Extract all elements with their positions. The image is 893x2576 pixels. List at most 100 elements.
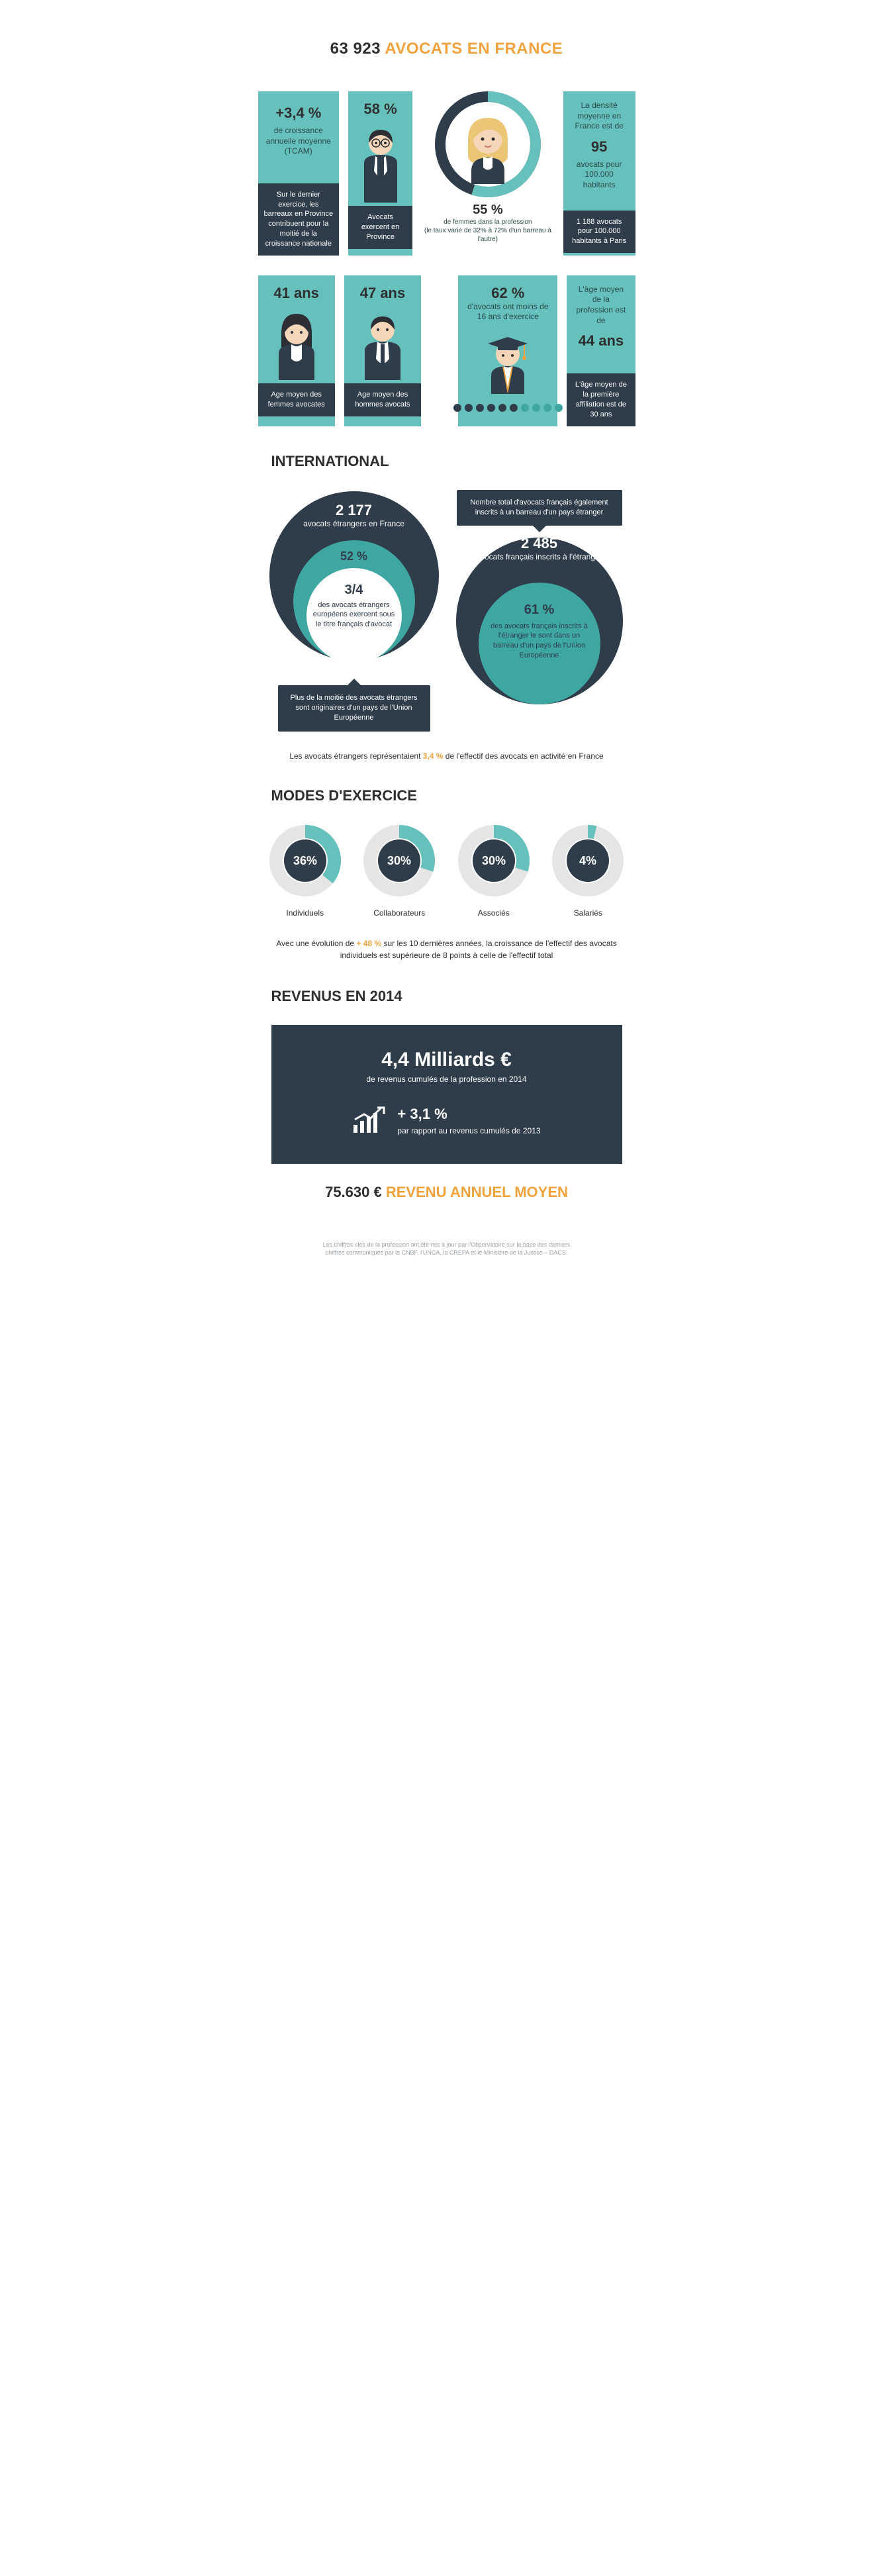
modes-note-pre: Avec une évolution de — [276, 939, 356, 948]
dot-empty-icon — [543, 404, 551, 412]
row-demographics-1: +3,4 % de croissance annuelle moyenne (T… — [258, 91, 635, 256]
footnote: Les chiffres clés de la profession ont é… — [258, 1241, 635, 1257]
title-text: AVOCATS EN FRANCE — [385, 40, 563, 58]
page: 63 923 AVOCATS EN FRANCE +3,4 % de crois… — [0, 0, 893, 1337]
province-value: 58 % — [355, 101, 406, 118]
growth-foot: Sur le dernier exercice, les barreaux en… — [258, 183, 340, 256]
title-number: 63 923 — [330, 40, 381, 58]
growth-chart-icon — [352, 1105, 387, 1137]
card-male-age: 47 ans Age moyen des hommes avocats — [344, 275, 421, 426]
intl-note-post: de l'effectif des avocats en activité en… — [446, 751, 604, 761]
avg-age-value: 44 ans — [573, 332, 628, 350]
modes-row: 36% Individuels 30% Collaborateurs 30% Associ… — [258, 824, 635, 918]
revenus-delta-sub: par rapport au revenus cumulés de 2013 — [397, 1125, 540, 1137]
card-women: 55 % de femmes dans la profession (le ta… — [422, 91, 554, 256]
mode-pct: 36% — [293, 854, 317, 867]
dot-filled-icon — [476, 404, 484, 412]
intl-right-outer-value: 2 485 — [453, 535, 626, 552]
intl-left-inner-value: 3/4 — [311, 583, 397, 598]
mode-donut-icon: 30% — [363, 824, 436, 897]
card-avg-age: L'âge moyen de la profession est de 44 a… — [567, 275, 635, 426]
mode-donut-icon: 4% — [551, 824, 624, 897]
experience-label: d'avocats ont moins de 16 ans d'exercice — [465, 302, 551, 322]
international-section: 2 177 avocats étrangers en France 52 % 3… — [258, 490, 635, 732]
intl-right-outer-label: avocats français inscrits à l'étranger — [453, 552, 626, 561]
intl-left-outer-value: 2 177 — [268, 502, 440, 519]
main-title: 63 923 AVOCATS EN FRANCE — [258, 40, 635, 58]
density-label: avocats pour 100.000 habitants — [570, 160, 629, 191]
intl-right-inner-label: des avocats français inscrits à l'étrang… — [487, 622, 592, 661]
intl-note-pct: 3,4 % — [423, 751, 444, 761]
male-age-foot: Age moyen des hommes avocats — [344, 383, 421, 416]
lawyer-province-icon — [354, 123, 407, 206]
male-age-value: 47 ans — [351, 285, 414, 302]
density-foot: 1 188 avocats pour 100.000 habitants à P… — [563, 211, 635, 254]
growth-label: de croissance annuelle moyenne (TCAM) — [265, 126, 333, 157]
card-experience: 62 % d'avocats ont moins de 16 ans d'exe… — [458, 275, 557, 426]
modes-note-pct: + 48 % — [356, 939, 381, 948]
dot-empty-icon — [521, 404, 529, 412]
card-growth: +3,4 % de croissance annuelle moyenne (T… — [258, 91, 340, 256]
density-intro: La densité moyenne en France est de — [570, 101, 629, 132]
final-label: REVENU ANNUEL MOYEN — [386, 1184, 568, 1200]
dot-filled-icon — [498, 404, 506, 412]
intl-left-outer-label: avocats étrangers en France — [268, 519, 440, 528]
male-lawyer-icon — [353, 307, 412, 383]
dot-empty-icon — [555, 404, 563, 412]
intl-left-mid-value: 52 % — [268, 549, 440, 563]
women-label: de femmes dans la profession (le taux va… — [422, 218, 554, 244]
card-province: 58 % Avocats exercent en Province — [348, 91, 412, 256]
experience-dots — [453, 404, 563, 412]
section-title-modes: MODES D'EXERCICE — [271, 787, 635, 804]
intl-right-top-callout: Nombre total d'avocats français égalemen… — [457, 490, 622, 526]
density-value: 95 — [570, 138, 629, 156]
revenus-big: 4,4 Milliards € — [291, 1049, 602, 1071]
intl-right-stack: Nombre total d'avocats français égalemen… — [453, 490, 626, 711]
intl-left-inner-label: des avocats étrangers européens exercent… — [311, 600, 397, 630]
intl-right-inner-value: 61 % — [487, 602, 592, 618]
mode-pct: 30% — [482, 854, 506, 867]
card-female-age: 41 ans Age moyen des femmes avocates — [258, 275, 335, 426]
dot-filled-icon — [510, 404, 518, 412]
intl-left-callout: Plus de la moitié des avocats étrangers … — [278, 685, 430, 732]
mode-label: Collaborateurs — [363, 908, 436, 918]
woman-avatar-icon — [435, 91, 541, 197]
final-value: 75.630 € — [325, 1184, 382, 1200]
experience-value: 62 % — [465, 285, 551, 302]
mode-label: Salariés — [551, 908, 624, 918]
avg-age-foot: L'âge moyen de la première affiliation e… — [567, 373, 635, 426]
women-value: 55 % — [422, 203, 554, 218]
final-line: 75.630 € REVENU ANNUEL MOYEN — [258, 1184, 635, 1201]
mode-donut-icon: 36% — [269, 824, 342, 897]
revenus-box: 4,4 Milliards € de revenus cumulés de la… — [271, 1025, 622, 1164]
graduate-icon — [478, 328, 538, 397]
mode-pct: 30% — [387, 854, 411, 867]
mode-pct: 4% — [579, 854, 596, 867]
section-title-international: INTERNATIONAL — [271, 453, 635, 470]
mode-label: Individuels — [269, 908, 342, 918]
intl-note-pre: Les avocats étrangers représentaient — [289, 751, 422, 761]
mode-label: Associés — [457, 908, 530, 918]
avg-age-intro: L'âge moyen de la profession est de — [573, 285, 628, 326]
dot-empty-icon — [532, 404, 540, 412]
modes-footnote: Avec une évolution de + 48 % sur les 10 … — [258, 937, 635, 961]
revenus-delta: + 3,1 % — [397, 1106, 540, 1123]
dot-filled-icon — [487, 404, 495, 412]
mode-donut-icon: 30% — [457, 824, 530, 897]
infographic-root: 63 923 AVOCATS EN FRANCE +3,4 % de crois… — [258, 40, 635, 1257]
female-age-value: 41 ans — [265, 285, 328, 302]
mode-item: 30% Associés — [457, 824, 530, 918]
intl-left-stack: 2 177 avocats étrangers en France 52 % 3… — [268, 490, 440, 732]
women-donut-chart — [435, 91, 541, 197]
province-foot: Avocats exercent en Province — [348, 206, 412, 249]
mode-item: 30% Collaborateurs — [363, 824, 436, 918]
mode-item: 4% Salariés — [551, 824, 624, 918]
female-age-foot: Age moyen des femmes avocates — [258, 383, 335, 416]
card-density: La densité moyenne en France est de 95 a… — [563, 91, 635, 256]
dot-filled-icon — [453, 404, 461, 412]
dot-filled-icon — [465, 404, 473, 412]
section-title-revenus: REVENUS EN 2014 — [271, 988, 635, 1005]
growth-value: +3,4 % — [265, 105, 333, 122]
female-lawyer-icon — [267, 307, 326, 383]
modes-note-post: sur les 10 dernières années, la croissan… — [340, 939, 617, 960]
